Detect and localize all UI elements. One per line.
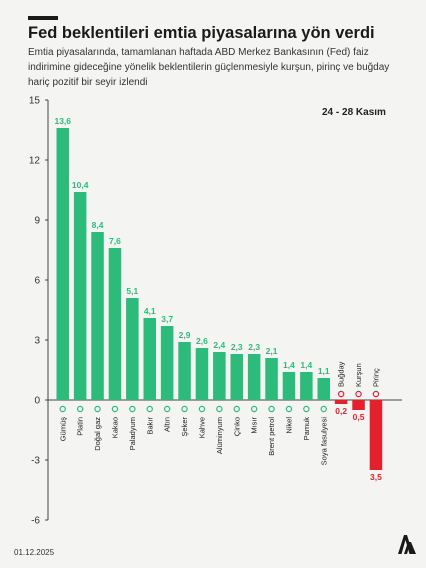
y-tick-label: 12 <box>29 156 41 167</box>
commodity-icon <box>355 390 362 398</box>
y-tick-label: -6 <box>31 516 40 527</box>
bar <box>91 232 104 400</box>
bar-value-label: 2,4 <box>213 340 225 350</box>
bar-value-label: 2,9 <box>179 330 191 340</box>
commodity-icon <box>76 405 84 413</box>
bar <box>317 378 330 400</box>
title-accent-bar <box>28 16 58 20</box>
bar-value-label: 4,1 <box>144 306 156 316</box>
category-label: Kakao <box>110 417 119 438</box>
bar <box>282 372 296 400</box>
bar <box>108 248 122 400</box>
commodity-icon <box>233 405 240 413</box>
bar-value-label: 0,5 <box>353 412 365 422</box>
bar <box>126 298 139 400</box>
bar <box>334 400 348 404</box>
commodity-icon <box>216 405 223 413</box>
category-label: Platin <box>76 417 85 436</box>
bar-value-label: 2,6 <box>196 336 208 346</box>
bar-value-label: 7,6 <box>109 236 121 246</box>
bar <box>73 192 87 400</box>
category-label: Şeker <box>180 416 189 436</box>
y-tick-label: -3 <box>31 456 40 467</box>
y-tick-label: 6 <box>34 276 40 287</box>
category-label: Çinko <box>232 417 241 436</box>
bar-value-label: 2,3 <box>231 342 243 352</box>
bar-value-label: 2,1 <box>266 346 278 356</box>
bar <box>178 342 191 400</box>
chart-title: Fed beklentileri emtia piyasalarına yön … <box>28 24 375 42</box>
bar-value-label: 13,6 <box>54 116 71 126</box>
commodity-icon <box>111 405 119 413</box>
category-label: Pamuk <box>302 417 311 441</box>
bar-value-label: 3,5 <box>370 472 382 482</box>
commodity-icon <box>250 405 258 413</box>
bar <box>160 326 174 400</box>
bar <box>300 372 313 400</box>
commodity-icon <box>320 405 327 413</box>
category-label: Kahve <box>197 417 206 438</box>
category-label: Pirinç <box>371 368 380 387</box>
commodity-icon <box>337 390 345 398</box>
bar-value-label: 2,3 <box>248 342 260 352</box>
category-label: Nikel <box>284 417 293 434</box>
category-label: Gümüş <box>58 417 67 441</box>
bar <box>213 352 226 400</box>
y-tick-label: 0 <box>34 396 40 407</box>
bar-value-label: 10,4 <box>72 180 89 190</box>
category-label: Mısır <box>250 417 259 434</box>
commodity-icon <box>163 405 171 413</box>
bar <box>230 354 243 400</box>
category-label: Brent petrol <box>267 417 276 456</box>
bar-value-label: 1,4 <box>283 360 295 370</box>
y-tick-label: 9 <box>34 216 40 227</box>
commodity-icon <box>198 405 206 413</box>
bar-value-label: 3,7 <box>161 314 173 324</box>
commodity-icon <box>94 405 101 413</box>
bar-value-label: 1,4 <box>300 360 312 370</box>
category-label: Altın <box>163 417 172 432</box>
category-label: Paladyum <box>128 417 137 450</box>
bar-value-label: 1,1 <box>318 366 330 376</box>
category-label: Buğday <box>337 361 346 387</box>
category-label: Bakır <box>145 417 154 435</box>
commodity-icon <box>59 405 66 413</box>
commodity-icon <box>303 405 310 413</box>
chart-subtitle: Emtia piyasalarında, tamamlanan haftada … <box>28 47 390 88</box>
bar <box>352 400 365 410</box>
bar <box>247 354 261 400</box>
y-tick-label: 3 <box>34 336 40 347</box>
commodity-icon <box>146 405 153 413</box>
category-label: Soya fasulyesi <box>319 417 328 466</box>
publish-date: 01.12.2025 <box>14 548 55 557</box>
bar <box>265 358 278 400</box>
category-label: Kurşun <box>354 363 363 387</box>
category-label: Alüminyum <box>215 417 224 454</box>
commodity-icon <box>129 405 136 413</box>
bar-value-label: 5,1 <box>126 286 138 296</box>
commodity-icon <box>268 405 275 413</box>
category-label: Doğal gaz <box>93 417 102 451</box>
bar <box>143 318 156 400</box>
commodity-icon <box>181 405 188 413</box>
period-label: 24 - 28 Kasım <box>322 107 386 118</box>
bar <box>56 128 69 400</box>
commodity-icon <box>285 405 293 413</box>
y-tick-label: 15 <box>29 96 41 107</box>
bar-value-label: 0,2 <box>335 406 347 416</box>
aa-logo-icon <box>398 535 416 554</box>
bar <box>195 348 209 400</box>
bar <box>369 400 383 470</box>
bar-value-label: 8,4 <box>92 220 104 230</box>
commodity-icon <box>372 390 380 398</box>
